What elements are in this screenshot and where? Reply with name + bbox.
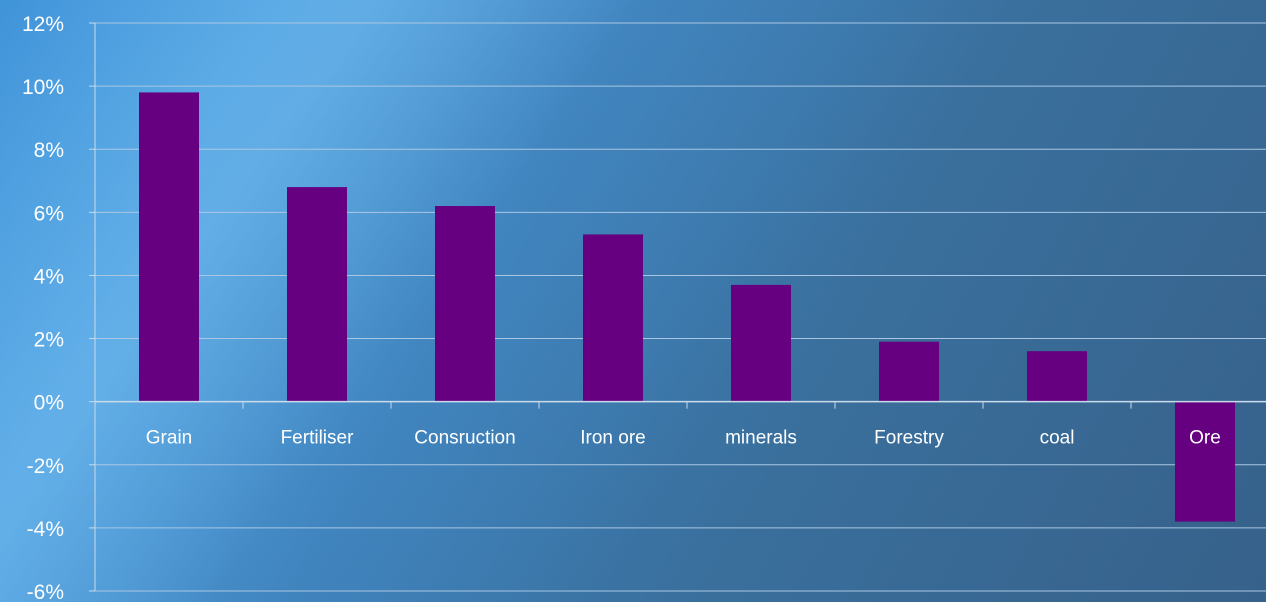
bar-ore bbox=[1175, 401, 1235, 522]
bars-group bbox=[139, 92, 1235, 522]
y-tick-label: 8% bbox=[34, 139, 64, 162]
bar-consruction bbox=[435, 206, 495, 402]
x-tick-label: Iron ore bbox=[580, 428, 645, 449]
x-tick-label: Consruction bbox=[414, 428, 515, 449]
bar-coal bbox=[1027, 351, 1087, 402]
y-tick-label: 10% bbox=[22, 76, 64, 99]
y-tick-label: 4% bbox=[34, 265, 64, 288]
bar-forestry bbox=[879, 341, 939, 402]
y-tick-label: -2% bbox=[27, 455, 64, 478]
x-tick-label: Ore bbox=[1189, 428, 1221, 449]
y-tick-label: 0% bbox=[34, 392, 64, 415]
x-tick-label: Forestry bbox=[874, 428, 944, 449]
bar-grain bbox=[139, 92, 199, 402]
y-tick-label: -4% bbox=[27, 518, 64, 541]
x-tick-label: Fertiliser bbox=[281, 428, 355, 449]
y-axis-labels: 12% 10% 8% 6% 4% 2% 0% -2% -4% -6% bbox=[22, 13, 64, 602]
x-tick-label: minerals bbox=[725, 428, 797, 449]
bar-iron-ore bbox=[583, 234, 643, 402]
x-tick-label: coal bbox=[1040, 428, 1075, 449]
bar-minerals bbox=[731, 284, 791, 402]
y-tick-label: 12% bbox=[22, 13, 64, 36]
y-tick-label: 6% bbox=[34, 202, 64, 225]
bar-fertiliser bbox=[287, 187, 347, 402]
y-tick-label: 2% bbox=[34, 329, 64, 352]
x-tick-label: Grain bbox=[146, 428, 192, 449]
axes-group bbox=[89, 22, 1266, 592]
x-axis-labels: Grain Fertiliser Consruction Iron ore minera… bbox=[146, 428, 1221, 449]
y-tick-label: -6% bbox=[27, 581, 64, 602]
gridlines bbox=[95, 22, 1266, 592]
